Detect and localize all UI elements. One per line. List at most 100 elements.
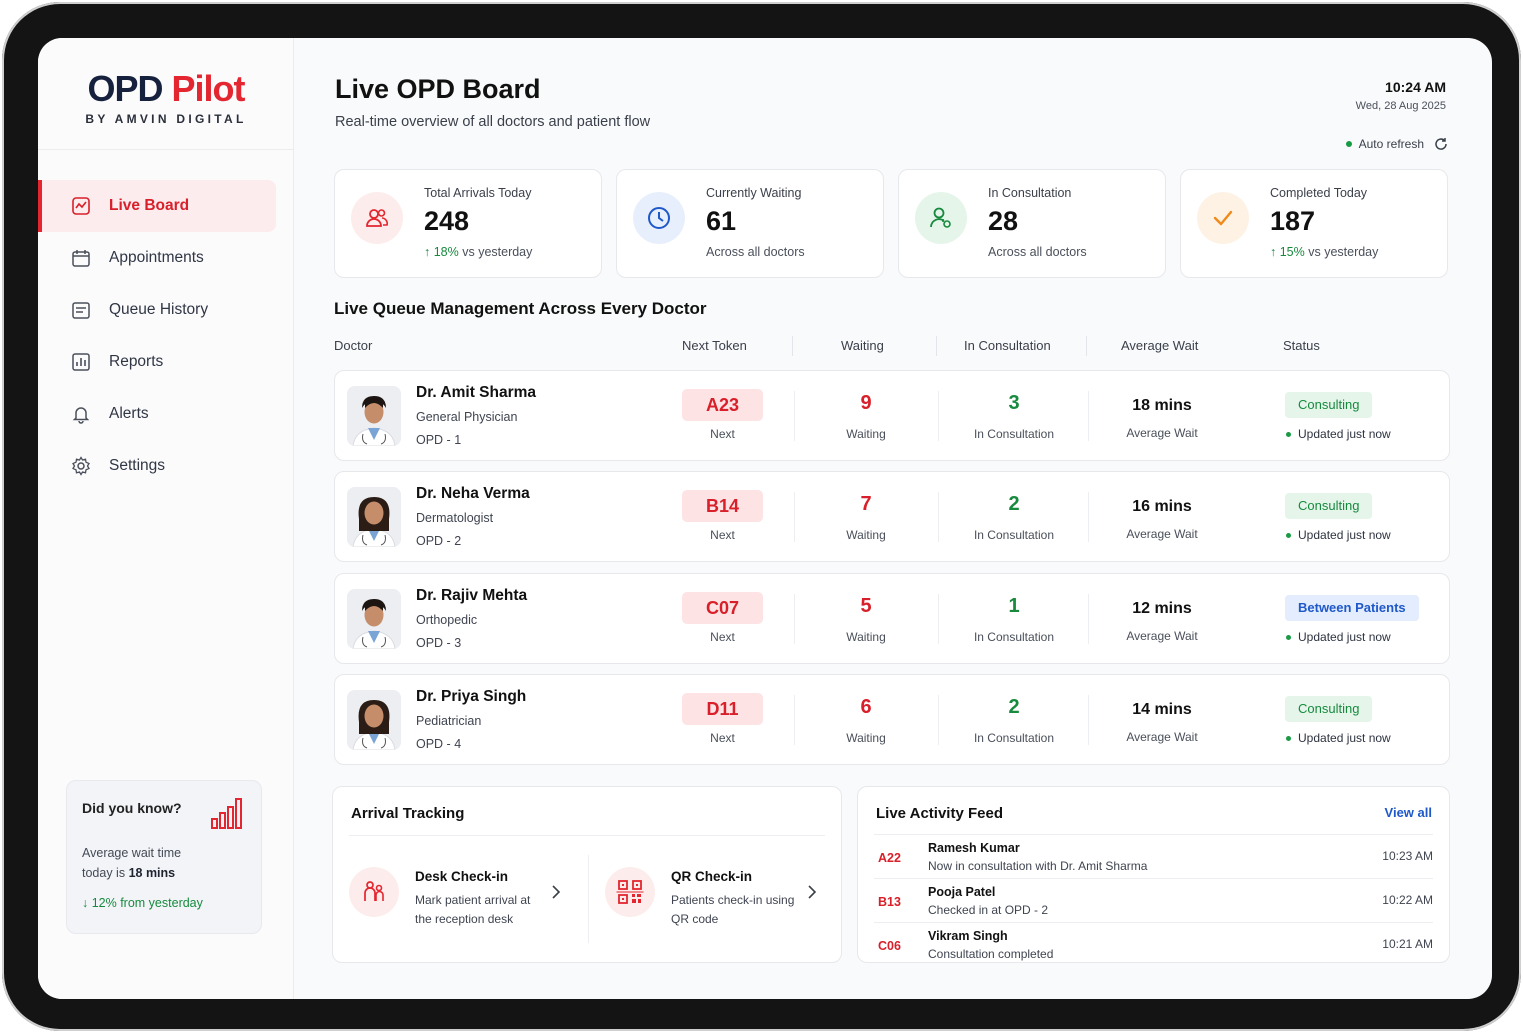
average-wait-label: Average Wait bbox=[1126, 426, 1198, 440]
feed-item[interactable]: B13 Pooja Patel Checked in at OPD - 2 10… bbox=[874, 879, 1433, 923]
average-wait-label: Average Wait bbox=[1126, 527, 1198, 541]
feed-time: 10:21 AM bbox=[1382, 937, 1433, 951]
table-row[interactable]: Dr. Neha Verma Dermatologist OPD - 2 B14 Nex… bbox=[334, 471, 1450, 562]
arrival-tracking-panel: Arrival Tracking Desk Check-in Mark pati… bbox=[332, 786, 842, 963]
sidebar-item-reports[interactable]: Reports bbox=[38, 336, 294, 388]
waiting-count: 9 bbox=[860, 392, 872, 414]
feed-patient-name: Ramesh Kumar bbox=[928, 841, 1020, 855]
view-all-link[interactable]: View all bbox=[1384, 805, 1432, 820]
tip-body-value: 18 mins bbox=[128, 866, 176, 880]
brand-tagline: BY AMVIN DIGITAL bbox=[85, 112, 247, 126]
next-token-label: Next bbox=[710, 630, 735, 644]
stat-card-currently-waiting[interactable]: Currently Waiting 61 Across all doctors bbox=[616, 169, 884, 278]
bell-icon bbox=[70, 403, 92, 425]
column-divider bbox=[1086, 336, 1087, 356]
stat-value: 248 bbox=[424, 206, 470, 236]
consultation-count: 2 bbox=[1008, 696, 1020, 718]
cell-divider bbox=[794, 391, 795, 441]
app-screen: OPD Pilot BY AMVIN DIGITAL Live Board Ap… bbox=[38, 38, 1492, 999]
table-row[interactable]: Dr. Priya Singh Pediatrician OPD - 4 D11 Nex… bbox=[334, 674, 1450, 765]
people-icon bbox=[349, 867, 399, 917]
cell-divider bbox=[794, 695, 795, 745]
consultation-label: In Consultation bbox=[973, 630, 1055, 644]
stat-sub-text: vs yesterday bbox=[458, 245, 533, 259]
check-icon bbox=[1197, 192, 1249, 244]
doctor-name[interactable]: Dr. Priya Singh bbox=[416, 688, 527, 705]
feed-item[interactable]: C06 Vikram Singh Consultation completed … bbox=[874, 923, 1433, 967]
updated-label: Updated just now bbox=[1298, 630, 1391, 644]
next-token-badge[interactable]: C07 bbox=[682, 592, 763, 624]
qr-checkin-button[interactable]: QR Check-in Patients check-in using QR c… bbox=[589, 859, 829, 939]
waiting-label: Waiting bbox=[846, 427, 886, 441]
cell-divider bbox=[938, 492, 939, 542]
main-content: Live OPD Board Real-time overview of all… bbox=[294, 38, 1492, 999]
calendar-icon bbox=[70, 247, 92, 269]
next-token-badge[interactable]: D11 bbox=[682, 693, 763, 725]
panel-divider bbox=[349, 835, 825, 836]
activity-feed-title: Live Activity Feed bbox=[876, 805, 1003, 822]
stat-label: Total Arrivals Today bbox=[424, 186, 532, 200]
doctor-name[interactable]: Dr. Neha Verma bbox=[416, 485, 530, 502]
users-icon bbox=[351, 192, 403, 244]
consultation-count: 3 bbox=[1008, 392, 1020, 414]
sidebar-item-alerts[interactable]: Alerts bbox=[38, 388, 294, 440]
doctor-name[interactable]: Dr. Rajiv Mehta bbox=[416, 587, 528, 604]
column-header-doctor[interactable]: Doctor bbox=[334, 338, 373, 353]
stat-value: 187 bbox=[1270, 206, 1316, 236]
next-token-badge[interactable]: B14 bbox=[682, 490, 763, 522]
column-header-waiting[interactable]: Waiting bbox=[841, 338, 884, 353]
next-token-badge[interactable]: A23 bbox=[682, 389, 763, 421]
stat-card-completed-today[interactable]: Completed Today 187 ↑ 15% vs yesterday bbox=[1180, 169, 1448, 278]
auto-refresh-toggle[interactable]: Auto refresh bbox=[1345, 137, 1448, 151]
feed-item[interactable]: A22 Ramesh Kumar Now in consultation wit… bbox=[874, 835, 1433, 879]
doctor-specialty: General Physician bbox=[416, 410, 518, 424]
column-header-in-consultation[interactable]: In Consultation bbox=[964, 338, 1051, 353]
updated-indicator: Updated just now bbox=[1286, 427, 1391, 441]
stat-card-in-consultation[interactable]: In Consultation 28 Across all doctors bbox=[898, 169, 1166, 278]
avatar bbox=[347, 487, 401, 547]
queue-section-title: Live Queue Management Across Every Docto… bbox=[334, 299, 707, 318]
average-wait-label: Average Wait bbox=[1126, 730, 1198, 744]
stat-card-total-arrivals[interactable]: Total Arrivals Today 248 ↑ 18% vs yester… bbox=[334, 169, 602, 278]
history-icon bbox=[70, 299, 92, 321]
gear-icon bbox=[70, 455, 92, 477]
column-header-next-token[interactable]: Next Token bbox=[682, 338, 747, 353]
cell-divider bbox=[794, 594, 795, 644]
reports-icon bbox=[70, 351, 92, 373]
consultation-label: In Consultation bbox=[973, 427, 1055, 441]
sidebar-item-live-board[interactable]: Live Board bbox=[38, 180, 276, 232]
average-wait-value: 12 mins bbox=[1132, 600, 1192, 617]
table-row[interactable]: Dr. Rajiv Mehta Orthopedic OPD - 3 C07 Next 5… bbox=[334, 573, 1450, 664]
board-icon bbox=[70, 195, 92, 217]
feed-description: Checked in at OPD - 2 bbox=[928, 903, 1049, 917]
brand-logo[interactable]: OPD Pilot BY AMVIN DIGITAL bbox=[38, 68, 294, 126]
cell-divider bbox=[938, 391, 939, 441]
doctor-opd: OPD - 2 bbox=[416, 534, 462, 548]
refresh-icon[interactable] bbox=[1434, 137, 1448, 151]
consultation-label: In Consultation bbox=[973, 528, 1055, 542]
feed-patient-name: Vikram Singh bbox=[928, 929, 1008, 943]
desk-checkin-button[interactable]: Desk Check-in Mark patient arrival at th… bbox=[333, 859, 573, 939]
table-row[interactable]: Dr. Amit Sharma General Physician OPD - 1 A… bbox=[334, 370, 1450, 461]
sidebar-item-queue-history[interactable]: Queue History bbox=[38, 284, 294, 336]
live-dot bbox=[1286, 431, 1291, 437]
consultation-label: In Consultation bbox=[973, 731, 1055, 745]
activity-feed-panel: Live Activity Feed View all A22 Ramesh K… bbox=[857, 786, 1450, 963]
avatar bbox=[347, 589, 401, 649]
next-token-label: Next bbox=[710, 427, 735, 441]
live-dot bbox=[1286, 532, 1291, 538]
column-header-average-wait[interactable]: Average Wait bbox=[1121, 338, 1199, 353]
stat-sub: ↑ 15% vs yesterday bbox=[1270, 245, 1378, 259]
updated-indicator: Updated just now bbox=[1286, 630, 1391, 644]
column-header-status[interactable]: Status bbox=[1283, 338, 1320, 353]
qr-code-icon bbox=[605, 867, 655, 917]
sidebar-item-settings[interactable]: Settings bbox=[38, 440, 294, 492]
feed-time: 10:22 AM bbox=[1382, 893, 1433, 907]
doctor-name[interactable]: Dr. Amit Sharma bbox=[416, 384, 537, 401]
stat-sub: ↑ 18% vs yesterday bbox=[424, 245, 532, 259]
panel-divider bbox=[874, 834, 1433, 835]
next-token-label: Next bbox=[710, 731, 735, 745]
sidebar-item-appointments[interactable]: Appointments bbox=[38, 232, 294, 284]
waiting-label: Waiting bbox=[846, 731, 886, 745]
queue-table-header: Doctor Next Token Waiting In Consultatio… bbox=[334, 332, 1450, 360]
